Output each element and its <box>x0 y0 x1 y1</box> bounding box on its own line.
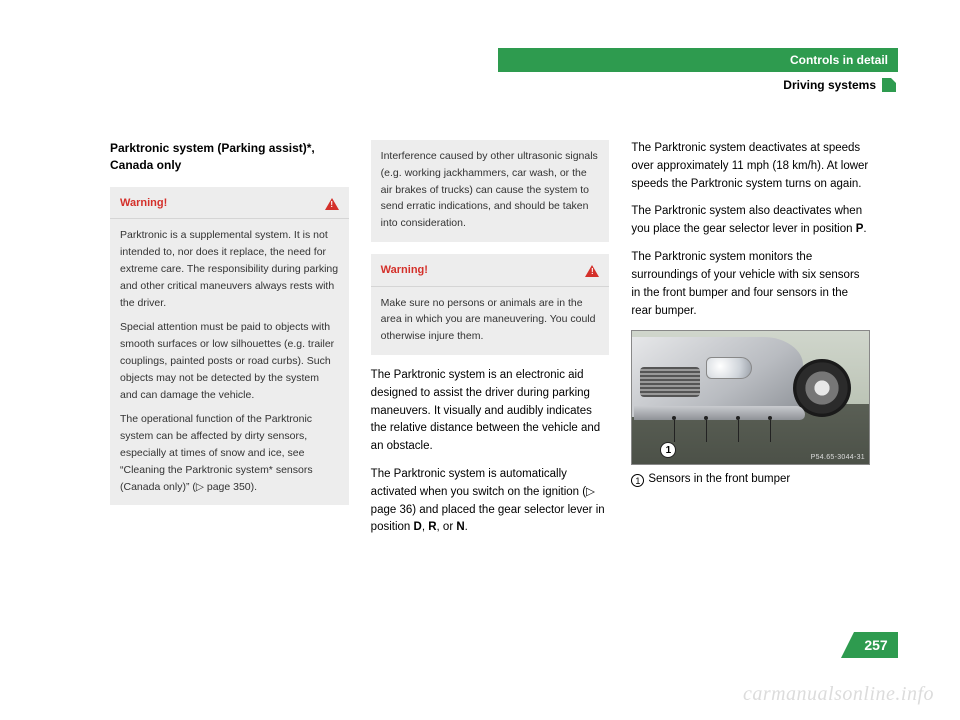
warning-body: Make sure no persons or animals are in t… <box>371 287 610 355</box>
text-fragment: The Parktronic system is automatically a… <box>371 468 586 498</box>
column-3: The Parktronic system deactivates at spe… <box>631 140 870 547</box>
gear-position: N <box>456 521 464 533</box>
warning-body: Parktronic is a supplemental system. It … <box>110 219 349 505</box>
column-1: Parktronic system (Parking assist)*, Can… <box>110 140 349 547</box>
warning-paragraph: Special attention must be paid to object… <box>120 319 339 403</box>
warning-paragraph: Parktronic is a supplemental system. It … <box>120 227 339 311</box>
warning-triangle-icon <box>325 198 339 210</box>
image-reference-code: P54.65-3044-31 <box>811 454 865 461</box>
column-2: Interference caused by other ultrasonic … <box>371 140 610 547</box>
content-columns: Parktronic system (Parking assist)*, Can… <box>110 140 870 547</box>
section-title: Driving systems <box>783 78 876 92</box>
topic-heading: Parktronic system (Parking assist)*, Can… <box>110 140 349 175</box>
warning-triangle-icon <box>585 265 599 277</box>
figure-caption: 1 Sensors in the front bumper <box>631 473 870 487</box>
caption-text: Sensors in the front bumper <box>648 473 790 485</box>
callout-line <box>706 420 707 442</box>
car-headlight-shape <box>706 357 752 379</box>
body-paragraph: The Parktronic system deactivates at spe… <box>631 140 870 193</box>
body-text-block: The Parktronic system deactivates at spe… <box>631 140 870 320</box>
body-text-block: The Parktronic system is an electronic a… <box>371 367 610 537</box>
callout-line <box>738 420 739 442</box>
warning-box-1: Warning! Parktronic is a supplemental sy… <box>110 187 349 506</box>
warning-header: Warning! <box>110 187 349 220</box>
section-row: Driving systems <box>498 72 898 92</box>
warning-box-2: Warning! Make sure no persons or animals… <box>371 254 610 355</box>
text-fragment: . <box>465 521 468 533</box>
chapter-title: Controls in detail <box>498 48 898 72</box>
warning-paragraph: The operational function of the Parktron… <box>120 411 339 495</box>
body-paragraph: The Parktronic system also deactivates w… <box>631 203 870 239</box>
vehicle-front-illustration: 1 P54.65-3044-31 <box>631 330 870 465</box>
body-paragraph: The Parktronic system monitors the surro… <box>631 249 870 320</box>
warning-label: Warning! <box>120 195 167 213</box>
callout-line <box>674 420 675 442</box>
callout-number: 1 <box>660 442 676 458</box>
info-box: Interference caused by other ultrasonic … <box>371 140 610 242</box>
body-paragraph: The Parktronic system is an electronic a… <box>371 367 610 456</box>
page-header: Controls in detail Driving systems <box>498 48 898 92</box>
text-fragment: The Parktronic system also deactivates w… <box>631 205 862 235</box>
warning-paragraph: Make sure no persons or animals are in t… <box>381 295 600 345</box>
warning-label: Warning! <box>381 262 428 280</box>
info-paragraph: Interference caused by other ultrasonic … <box>381 148 600 232</box>
callout-line <box>770 420 771 442</box>
body-paragraph: The Parktronic system is automatically a… <box>371 466 610 537</box>
text-fragment: . <box>863 223 866 235</box>
caption-number-icon: 1 <box>631 474 644 487</box>
watermark-text: carmanualsonline.info <box>743 683 934 706</box>
car-grille-shape <box>640 367 700 397</box>
text-fragment: , or <box>437 521 457 533</box>
section-marker-icon <box>882 78 896 92</box>
gear-position: R <box>428 521 436 533</box>
warning-header: Warning! <box>371 254 610 287</box>
gear-position: D <box>414 521 422 533</box>
car-bumper-shape <box>634 406 804 420</box>
page-number: 257 <box>854 632 898 658</box>
